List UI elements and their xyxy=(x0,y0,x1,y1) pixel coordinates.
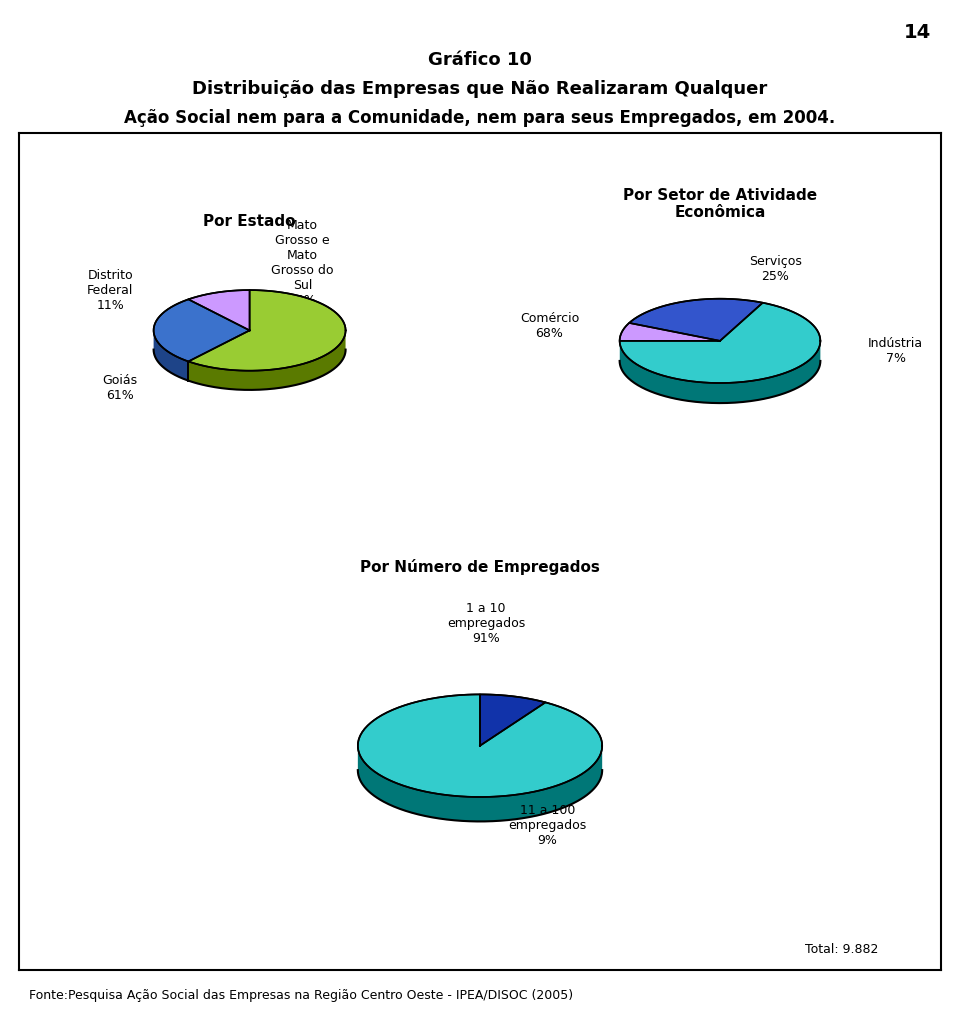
Text: 11 a 100
empregados
9%: 11 a 100 empregados 9% xyxy=(508,803,587,846)
Polygon shape xyxy=(629,299,763,341)
Polygon shape xyxy=(154,300,250,361)
Polygon shape xyxy=(188,290,250,330)
Polygon shape xyxy=(188,290,346,370)
Text: 1 a 10
empregados
91%: 1 a 10 empregados 91% xyxy=(447,602,525,645)
Text: Ação Social nem para a Comunidade, nem para seus Empregados, em 2004.: Ação Social nem para a Comunidade, nem p… xyxy=(125,109,835,127)
Text: Comércio
68%: Comércio 68% xyxy=(519,312,579,340)
Polygon shape xyxy=(358,746,602,822)
Polygon shape xyxy=(619,303,821,383)
Text: Mato
Grosso e
Mato
Grosso do
Sul
28%: Mato Grosso e Mato Grosso do Sul 28% xyxy=(271,220,334,307)
Polygon shape xyxy=(358,771,602,822)
Text: Goiás
61%: Goiás 61% xyxy=(103,374,137,402)
Text: Total: 9.882: Total: 9.882 xyxy=(805,943,878,956)
Polygon shape xyxy=(154,330,188,381)
Polygon shape xyxy=(480,695,545,746)
Title: Por Número de Empregados: Por Número de Empregados xyxy=(360,559,600,576)
Polygon shape xyxy=(620,341,821,403)
Polygon shape xyxy=(619,361,821,403)
Title: Por Estado: Por Estado xyxy=(204,214,296,229)
Text: Gráfico 10: Gráfico 10 xyxy=(428,51,532,70)
Text: Fonte:Pesquisa Ação Social das Empresas na Região Centro Oeste - IPEA/DISOC (200: Fonte:Pesquisa Ação Social das Empresas … xyxy=(29,989,573,1001)
Polygon shape xyxy=(619,323,720,341)
Title: Por Setor de Atividade
Econômica: Por Setor de Atividade Econômica xyxy=(623,188,817,221)
Polygon shape xyxy=(188,331,346,390)
Polygon shape xyxy=(154,350,346,390)
Text: 14: 14 xyxy=(904,23,931,42)
Text: Distrito
Federal
11%: Distrito Federal 11% xyxy=(87,269,133,312)
Text: Distribuição das Empresas que Não Realizaram Qualquer: Distribuição das Empresas que Não Realiz… xyxy=(192,80,768,98)
Text: Serviços
25%: Serviços 25% xyxy=(749,254,802,282)
Polygon shape xyxy=(358,695,602,797)
Text: Indústria
7%: Indústria 7% xyxy=(868,337,924,365)
